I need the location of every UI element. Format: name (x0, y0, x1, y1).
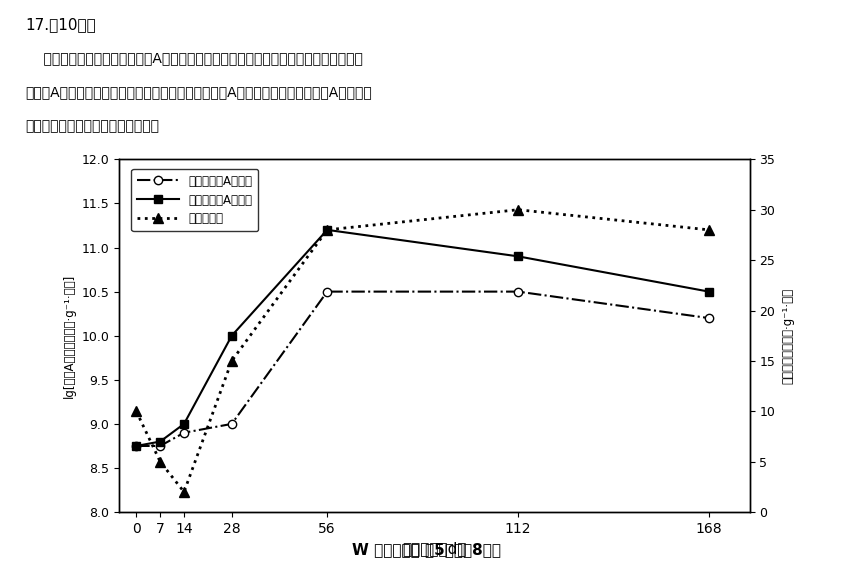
X-axis label: 采样时间（d）: 采样时间（d） (402, 541, 467, 556)
Text: 用农药A污染已灰菌土壤，设计实验：对照组接种农药A降解菌，实验组接种农药A降解菌和: 用农药A污染已灰菌土壤，设计实验：对照组接种农药A降解菌，实验组接种农药A降解菌… (26, 85, 372, 100)
Y-axis label: lg[农药A降解菌数（个·g⁻¹·土）]: lg[农药A降解菌数（个·g⁻¹·土）] (63, 274, 76, 398)
Y-axis label: 食细菌线虫数（条·g⁻¹·土）: 食细菌线虫数（条·g⁻¹·土） (781, 288, 794, 384)
Text: 为研究土壤食细菌线虫对农药A降解菌的影响，研究人员在实验室适宜培养条件下，利: 为研究土壤食细菌线虫对农药A降解菌的影响，研究人员在实验室适宜培养条件下，利 (26, 51, 362, 65)
Text: W 生物学试题 第5页（公8页）: W 生物学试题 第5页（公8页） (352, 543, 500, 558)
Legend: 对照组农药A降解菌, 实验组农药A降解菌, 食细菌线虫: 对照组农药A降解菌, 实验组农药A降解菌, 食细菌线虫 (131, 169, 258, 232)
Text: 17.（10分）: 17.（10分） (26, 17, 96, 32)
Text: 食细菌线虫，实验结果如下图所示。: 食细菌线虫，实验结果如下图所示。 (26, 119, 159, 134)
